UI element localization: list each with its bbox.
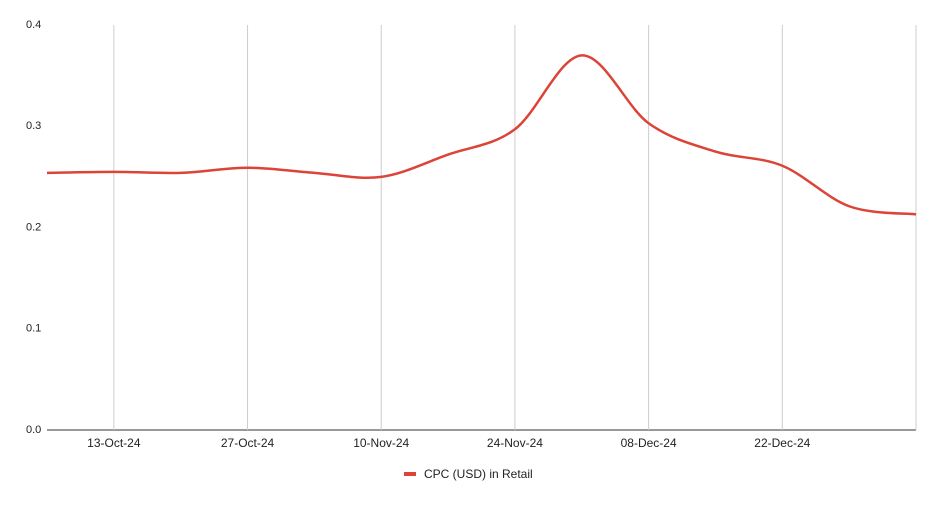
x-tick-label: 10-Nov-24 — [353, 436, 409, 450]
y-tick-label: 0.1 — [26, 323, 41, 335]
x-tick-label: 24-Nov-24 — [487, 436, 543, 450]
x-tick-label: 27-Oct-24 — [221, 436, 275, 450]
data-line — [46, 54, 917, 216]
y-tick-label: 0.2 — [26, 221, 41, 233]
legend-label: CPC (USD) in Retail — [424, 467, 533, 481]
x-tick-label: 08-Dec-24 — [621, 436, 677, 450]
x-tick-label: 22-Dec-24 — [754, 436, 810, 450]
x-tick-label: 13-Oct-24 — [87, 436, 141, 450]
legend-swatch — [404, 472, 416, 476]
y-tick-label: 0.3 — [26, 120, 41, 132]
y-tick-label: 0.4 — [26, 19, 41, 31]
y-tick-label: 0.0 — [26, 424, 41, 436]
